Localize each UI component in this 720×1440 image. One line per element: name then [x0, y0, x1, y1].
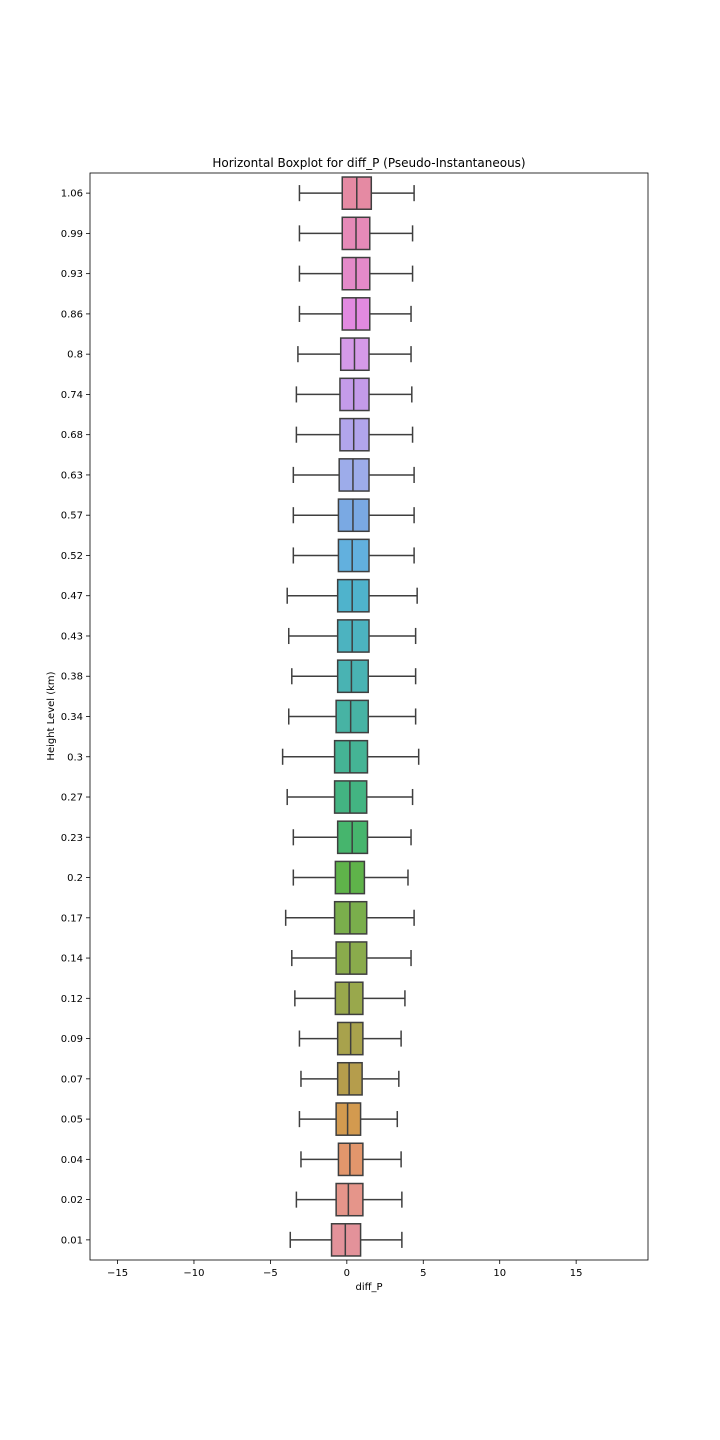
y-tick-label: 0.93: [61, 269, 83, 280]
box-0.38: [291, 659, 417, 694]
y-tick-label: 0.99: [61, 229, 83, 240]
y-tick-label: 0.34: [61, 712, 83, 723]
x-tick-label: −5: [263, 1268, 278, 1279]
y-tick-label: 0.05: [61, 1115, 83, 1126]
box-iqr: [337, 538, 370, 573]
box-iqr: [335, 1182, 364, 1217]
x-axis-label: diff_P: [355, 1282, 382, 1293]
y-tick-label: 0.86: [61, 309, 83, 320]
box-iqr: [338, 458, 370, 492]
x-tick-label: −10: [183, 1268, 204, 1279]
y-tick-label: 0.74: [61, 390, 83, 401]
x-tick-label: 5: [420, 1268, 426, 1279]
box-iqr: [336, 1061, 363, 1096]
chart-title: Horizontal Boxplot for diff_P (Pseudo-In…: [212, 156, 525, 170]
x-tick-label: 0: [344, 1268, 350, 1279]
y-tick-label: 0.3: [67, 752, 83, 763]
box-iqr: [336, 619, 370, 653]
box-0.12: [294, 981, 406, 1016]
box-0.01: [289, 1223, 403, 1257]
x-tick-label: −15: [107, 1268, 128, 1279]
x-tick-label: 15: [570, 1268, 583, 1279]
box-iqr: [330, 1223, 362, 1257]
y-tick-label: 0.02: [61, 1195, 83, 1206]
y-tick-label: 0.68: [61, 430, 83, 441]
box-0.14: [291, 941, 412, 975]
box-0.3: [281, 739, 420, 774]
y-tick-label: 0.01: [61, 1235, 83, 1246]
x-axis: −15 −10 −5 0 5 10 15: [107, 1260, 583, 1279]
box-0.43: [287, 619, 417, 653]
box-0.74: [295, 377, 413, 412]
y-tick-label: 0.63: [61, 470, 83, 481]
box-0.34: [287, 699, 417, 734]
box-0.04: [300, 1142, 402, 1177]
y-tick-label: 0.52: [61, 551, 83, 562]
y-axis: 1.06 0.99 0.93 0.86 0.8 0.74 0.68 0.63 0.57 0.52 0…: [61, 189, 90, 1246]
y-tick-label: 0.07: [61, 1074, 83, 1085]
box-iqr: [335, 941, 368, 975]
box-iqr: [337, 498, 370, 533]
box-0.02: [295, 1182, 403, 1217]
box-0.47: [286, 578, 418, 613]
y-tick-label: 0.27: [61, 793, 83, 804]
box-0.05: [298, 1102, 399, 1136]
box-0.09: [298, 1021, 402, 1056]
y-tick-label: 0.14: [61, 954, 83, 965]
box-0.27: [286, 780, 414, 814]
y-tick-label: 0.47: [61, 591, 83, 602]
box-0.07: [300, 1061, 400, 1096]
box-iqr: [333, 900, 368, 935]
y-tick-label: 0.12: [61, 994, 83, 1005]
box-iqr: [333, 780, 368, 814]
y-tick-label: 1.06: [61, 189, 83, 200]
y-tick-label: 0.23: [61, 833, 83, 844]
box-0.63: [292, 458, 415, 492]
box-iqr: [336, 659, 369, 694]
x-tick-label: 10: [493, 1268, 506, 1279]
y-tick-label: 0.8: [67, 350, 83, 361]
y-tick-label: 0.09: [61, 1034, 83, 1045]
y-tick-label: 0.38: [61, 672, 83, 683]
box-0.68: [295, 417, 414, 452]
y-tick-label: 0.43: [61, 631, 83, 642]
box-iqr: [336, 578, 370, 613]
box-iqr: [337, 1142, 364, 1177]
y-tick-label: 0.04: [61, 1155, 83, 1166]
box-0.52: [292, 538, 415, 573]
box-0.17: [284, 900, 415, 935]
box-iqr: [339, 377, 370, 412]
box-1.06: [298, 176, 415, 210]
plot-area: [281, 176, 420, 1257]
y-tick-label: 0.17: [61, 913, 83, 924]
box-iqr: [333, 739, 369, 774]
box-0.23: [292, 820, 412, 855]
box-iqr: [335, 699, 369, 734]
box-iqr: [339, 417, 370, 452]
box-0.99: [298, 216, 414, 251]
box-iqr: [335, 1102, 362, 1136]
box-0.8: [297, 337, 412, 372]
box-0.86: [298, 297, 412, 331]
y-tick-label: 0.2: [67, 873, 83, 884]
box-0.2: [292, 860, 409, 895]
y-tick-label: 0.57: [61, 511, 83, 522]
box-0.57: [292, 498, 415, 533]
y-axis-label: Height Level (km): [46, 671, 57, 760]
box-0.93: [298, 256, 414, 291]
